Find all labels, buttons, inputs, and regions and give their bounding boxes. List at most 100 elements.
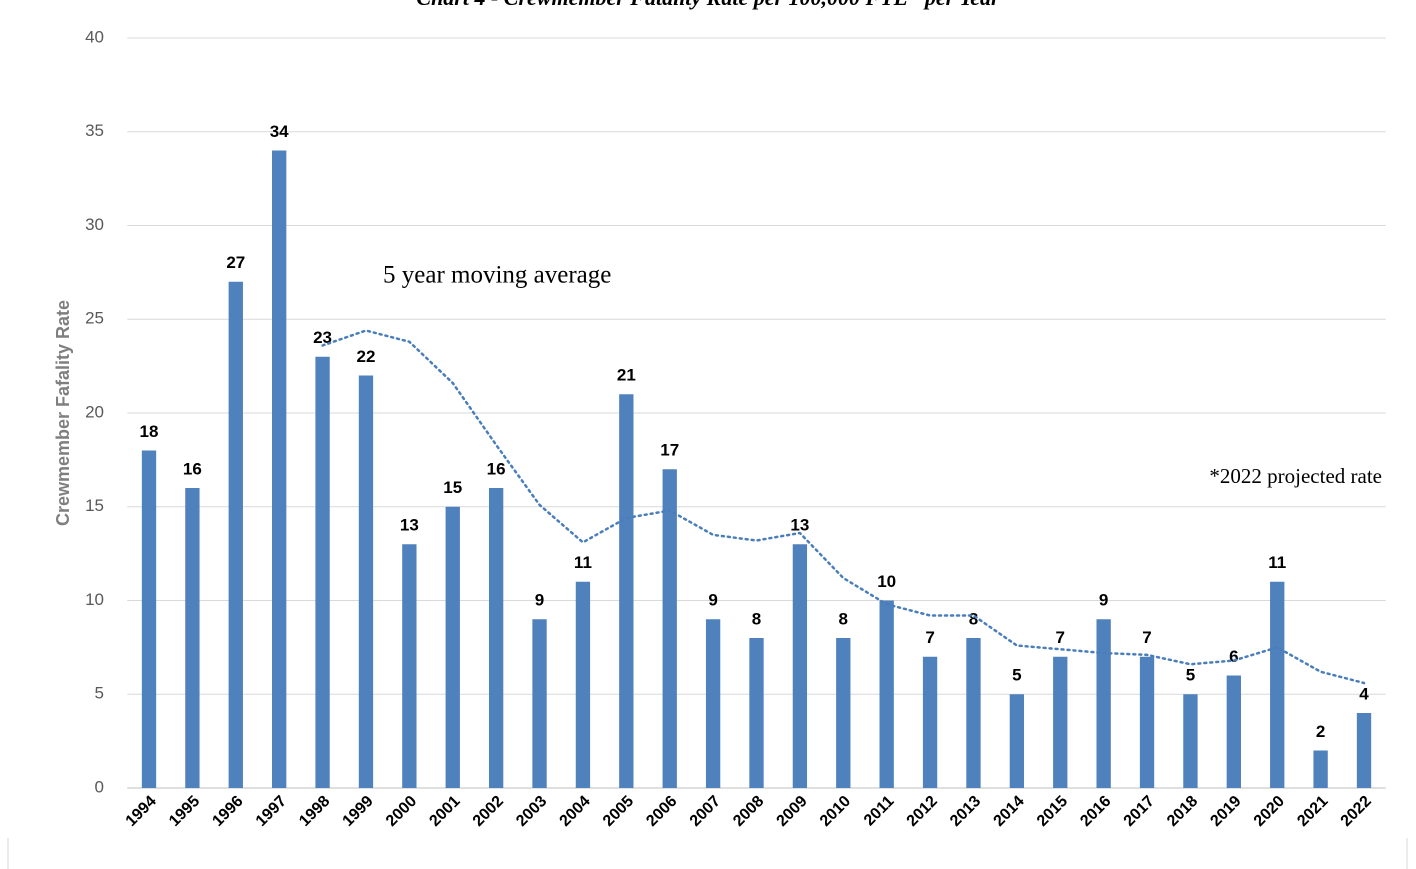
bar [228, 281, 243, 788]
x-tick-label: 2019 [1207, 793, 1244, 830]
data-label: 6 [1229, 647, 1238, 666]
y-tick-label: 20 [85, 402, 104, 421]
x-tick-label: 2013 [947, 793, 984, 830]
bar [1356, 713, 1372, 788]
bar [1139, 656, 1155, 788]
x-tick-label: 2008 [730, 793, 767, 830]
data-label: 10 [877, 572, 896, 591]
data-label: 23 [313, 328, 332, 347]
data-label: 5 [1012, 666, 1021, 685]
data-label: 22 [357, 347, 376, 366]
y-tick-label: 5 [95, 684, 104, 703]
y-tick-label: 0 [95, 777, 104, 796]
data-label: 8 [839, 609, 848, 628]
data-label: 4 [1359, 684, 1369, 703]
x-tick-label: 2007 [687, 793, 724, 830]
data-label: 9 [1099, 591, 1108, 610]
data-label: 16 [183, 459, 202, 478]
data-label: 7 [925, 628, 934, 647]
bar [445, 506, 460, 788]
x-tick-label: 2003 [513, 793, 550, 830]
bar [1009, 694, 1025, 788]
bar [1313, 750, 1328, 788]
data-label: 27 [226, 253, 245, 272]
data-label: 13 [400, 516, 419, 535]
x-tick-label: 1998 [296, 793, 333, 830]
bar [619, 394, 634, 788]
x-tick-label: 2011 [861, 793, 898, 830]
x-tick-label: 2020 [1251, 793, 1288, 830]
bar [705, 619, 721, 788]
data-label: 9 [535, 591, 544, 610]
x-tick-label: 1997 [253, 793, 290, 830]
x-tick-label: 2004 [557, 793, 594, 830]
x-tick-label: 2000 [383, 793, 420, 830]
x-tick-label: 2015 [1034, 793, 1071, 830]
x-tick-label: 2006 [643, 793, 680, 830]
y-tick-label: 35 [85, 121, 104, 140]
y-tick-label: 10 [85, 590, 104, 609]
data-label: 7 [1142, 628, 1151, 647]
x-tick-label: 1994 [123, 793, 160, 830]
data-label: 8 [752, 609, 761, 628]
bar [1096, 619, 1111, 788]
bar [532, 619, 547, 788]
bar [315, 356, 330, 788]
data-label: 17 [660, 441, 679, 460]
x-tick-label: 2010 [817, 793, 854, 830]
x-tick-label: 2018 [1164, 793, 1201, 830]
x-tick-label: 2014 [990, 793, 1027, 830]
data-label: 18 [140, 422, 159, 441]
bar [402, 544, 417, 788]
x-tick-label: 2001 [426, 793, 463, 830]
bar [662, 469, 677, 788]
bar [836, 638, 851, 788]
data-label: 7 [1056, 628, 1065, 647]
data-label: 8 [969, 609, 978, 628]
data-label: 13 [790, 516, 809, 535]
data-label: 2 [1316, 722, 1325, 741]
bar [879, 600, 894, 788]
y-axis-label: Crewmember Fafality Rate [53, 300, 73, 526]
x-tick-label: 2002 [470, 793, 507, 830]
y-tick-label: 30 [85, 215, 104, 234]
x-tick-label: 2017 [1121, 793, 1158, 830]
data-label: 11 [1268, 553, 1286, 572]
bar [488, 488, 504, 788]
x-tick-label: 2009 [774, 793, 811, 830]
bar [358, 375, 374, 788]
bar [749, 638, 764, 788]
bar [575, 581, 591, 788]
data-label: 16 [487, 459, 506, 478]
bar [1226, 675, 1241, 788]
chart-title: Chart 4 - Crewmember Fatality Rate per 1… [416, 0, 1000, 10]
data-label: 5 [1186, 666, 1195, 685]
x-tick-label: 1996 [209, 793, 246, 830]
bar [966, 638, 981, 788]
x-tick-label: 1995 [166, 793, 203, 830]
x-tick-label: 2016 [1077, 793, 1114, 830]
line-label: 5 year moving average [383, 262, 611, 289]
annotation: *2022 projected rate [1209, 464, 1382, 488]
y-tick-label: 25 [85, 309, 104, 328]
x-tick-label: 2012 [904, 793, 941, 830]
data-label: 34 [270, 122, 289, 141]
bar [1270, 581, 1285, 788]
data-label: 11 [574, 553, 592, 572]
bar [1183, 694, 1198, 788]
data-label: 21 [617, 366, 636, 385]
x-tick-label: 2022 [1338, 793, 1375, 830]
bar [792, 544, 808, 788]
bar [272, 150, 287, 788]
x-tick-label: 2021 [1294, 793, 1331, 830]
x-tick-label: 2005 [600, 793, 637, 830]
y-tick-label: 15 [85, 496, 104, 515]
y-tick-label: 40 [85, 27, 104, 46]
bar [141, 450, 157, 788]
bar [185, 488, 200, 788]
data-label: 9 [708, 591, 717, 610]
data-label: 15 [443, 478, 462, 497]
x-tick-label: 1999 [340, 793, 377, 830]
